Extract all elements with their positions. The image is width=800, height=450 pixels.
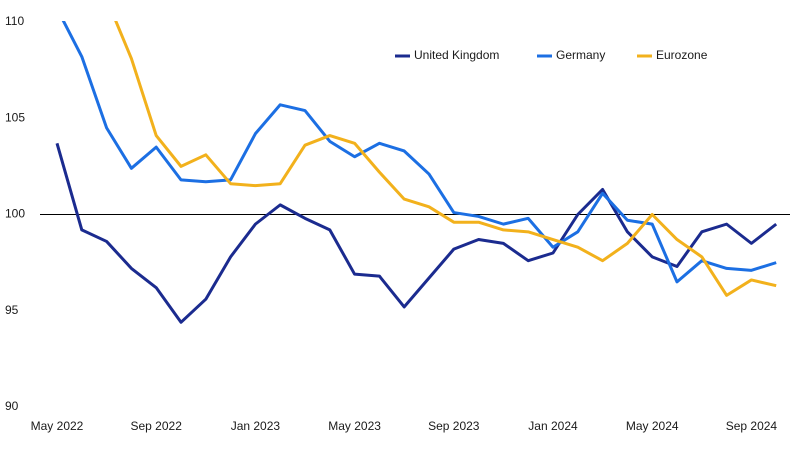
x-tick-label: Jan 2024 [528,419,578,433]
legend-label: Eurozone [656,48,708,62]
x-tick-label: Sep 2023 [428,419,480,433]
y-tick-label: 105 [5,110,25,124]
x-tick-label: May 2023 [328,419,381,433]
series-line [114,21,777,297]
legend-label: Germany [556,48,605,62]
x-tick-label: Sep 2024 [726,419,778,433]
x-tick-label: Sep 2022 [131,419,183,433]
y-tick-label: 95 [5,303,19,317]
x-tick-label: May 2022 [31,419,84,433]
x-tick-label: May 2024 [626,419,679,433]
y-tick-label: 100 [5,207,25,221]
x-tick-label: Jan 2023 [231,419,281,433]
y-tick-label: 90 [5,399,19,413]
y-tick-label: 110 [5,14,24,28]
series-line [61,21,777,284]
series-line [55,142,778,324]
legend-label: United Kingdom [414,48,499,62]
